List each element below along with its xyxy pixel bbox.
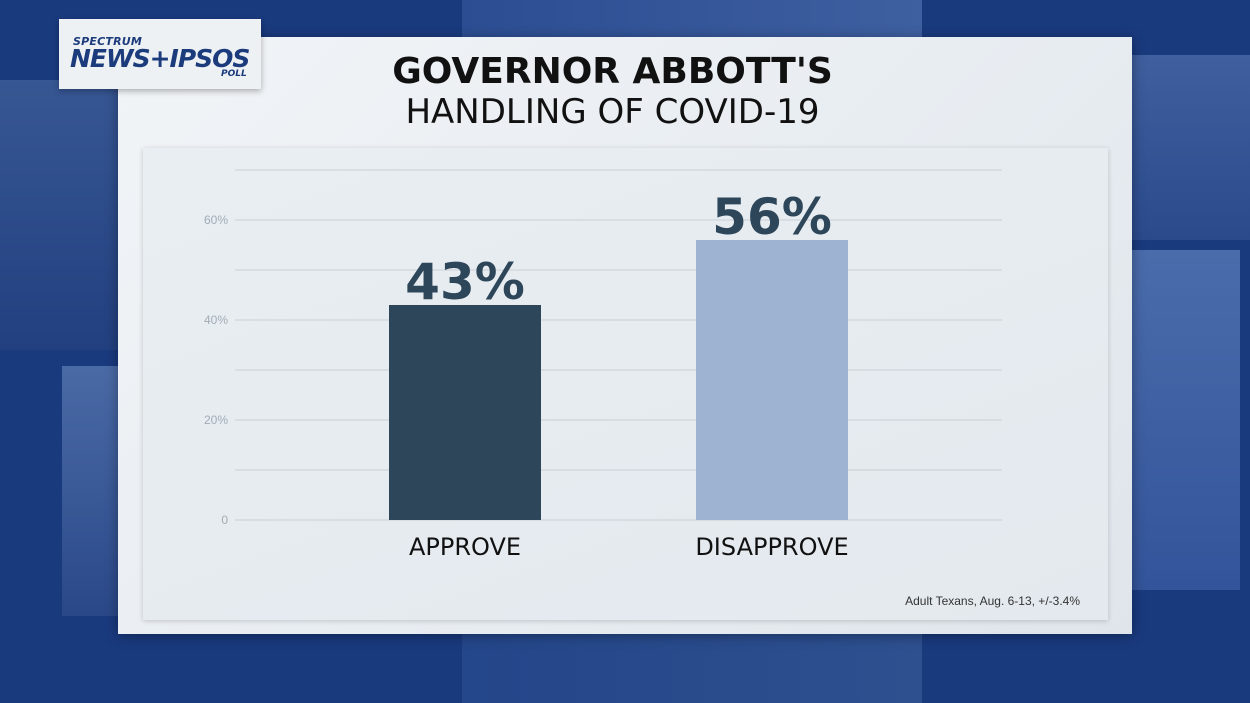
background-photo-top [462,0,922,37]
background-photo-bottom [462,634,922,703]
logo-line-2: NEWS+IPSOS [70,44,250,73]
chart-subtitle: HANDLING OF COVID-19 [405,92,820,132]
bar [389,305,541,520]
spectrum-ipsos-logo: SPECTRUM NEWS+IPSOS POLL [59,19,261,89]
y-tick-label: 20% [204,413,228,427]
y-tick-label: 40% [204,313,228,327]
x-category-label: DISAPPROVE [695,533,848,561]
background-photo-left-bottom [62,366,118,616]
background-photo-left [0,80,118,350]
y-tick-label: 60% [204,213,228,227]
x-category-label: APPROVE [409,533,521,561]
logo-line-3: POLL [221,69,247,79]
bar-data-label: 43% [405,253,525,311]
bar-data-label: 56% [712,188,832,246]
plot-panel [143,148,1108,620]
source-note: Adult Texans, Aug. 6-13, +/-3.4% [905,594,1080,608]
y-tick-label: 0 [221,513,228,527]
bar [696,240,848,520]
background-photo-right [1132,55,1250,240]
chart-title: GOVERNOR ABBOTT'S [392,51,833,92]
logo-line-1: SPECTRUM [73,35,143,48]
background-photo-right-bottom [1132,250,1240,590]
